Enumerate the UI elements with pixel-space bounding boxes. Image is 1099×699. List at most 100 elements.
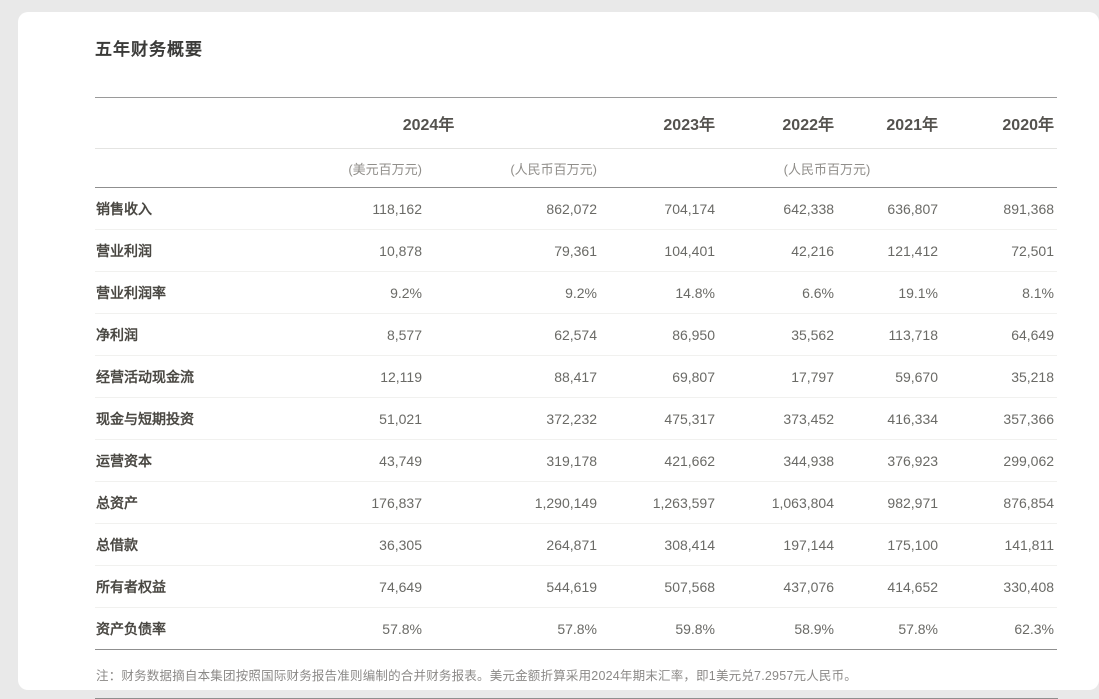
row-value: 507,568 (600, 566, 718, 608)
row-label: 现金与短期投资 (95, 398, 260, 440)
row-value: 59,670 (837, 356, 941, 398)
row-label: 所有者权益 (95, 566, 260, 608)
row-label: 净利润 (95, 314, 260, 356)
year-header: 2021年 (837, 98, 941, 149)
row-value: 373,452 (718, 398, 837, 440)
row-value: 1,063,804 (718, 482, 837, 524)
row-value: 79,361 (425, 230, 600, 272)
row-value: 357,366 (941, 398, 1057, 440)
row-value: 62,574 (425, 314, 600, 356)
row-value: 264,871 (425, 524, 600, 566)
row-value: 104,401 (600, 230, 718, 272)
row-value: 72,501 (941, 230, 1057, 272)
row-value: 416,334 (837, 398, 941, 440)
row-value: 43,749 (260, 440, 425, 482)
row-label: 运营资本 (95, 440, 260, 482)
row-value: 35,562 (718, 314, 837, 356)
row-value: 344,938 (718, 440, 837, 482)
row-value: 74,649 (260, 566, 425, 608)
row-value: 544,619 (425, 566, 600, 608)
row-value: 12,119 (260, 356, 425, 398)
row-value: 9.2% (425, 272, 600, 314)
row-value: 891,368 (941, 188, 1057, 230)
footnote: 注：财务数据摘自本集团按照国际财务报告准则编制的合并财务报表。美元金额折算采用2… (95, 650, 1058, 699)
row-value: 372,232 (425, 398, 600, 440)
row-value: 57.8% (837, 608, 941, 650)
row-value: 982,971 (837, 482, 941, 524)
page-title: 五年财务概要 (95, 38, 1061, 62)
row-value: 6.6% (718, 272, 837, 314)
row-label: 营业利润 (95, 230, 260, 272)
row-value: 35,218 (941, 356, 1057, 398)
row-value: 36,305 (260, 524, 425, 566)
row-value: 197,144 (718, 524, 837, 566)
row-value: 121,412 (837, 230, 941, 272)
row-value: 176,837 (260, 482, 425, 524)
unit-header: (人民币百万元) (600, 149, 1057, 188)
row-value: 9.2% (260, 272, 425, 314)
row-value: 437,076 (718, 566, 837, 608)
row-value: 1,263,597 (600, 482, 718, 524)
row-value: 62.3% (941, 608, 1057, 650)
row-value: 636,807 (837, 188, 941, 230)
row-value: 421,662 (600, 440, 718, 482)
row-label: 营业利润率 (95, 272, 260, 314)
row-value: 10,878 (260, 230, 425, 272)
row-value: 42,216 (718, 230, 837, 272)
year-header: 2024年 (260, 98, 600, 149)
row-label: 总资产 (95, 482, 260, 524)
row-value: 319,178 (425, 440, 600, 482)
row-value: 58.9% (718, 608, 837, 650)
row-value: 88,417 (425, 356, 600, 398)
year-header: 2020年 (941, 98, 1057, 149)
row-value: 704,174 (600, 188, 718, 230)
row-value: 8.1% (941, 272, 1057, 314)
row-value: 118,162 (260, 188, 425, 230)
row-value: 414,652 (837, 566, 941, 608)
row-value: 299,062 (941, 440, 1057, 482)
row-value: 175,100 (837, 524, 941, 566)
row-value: 862,072 (425, 188, 600, 230)
row-label: 销售收入 (95, 188, 260, 230)
row-label: 经营活动现金流 (95, 356, 260, 398)
row-value: 1,290,149 (425, 482, 600, 524)
row-value: 57.8% (260, 608, 425, 650)
row-value: 17,797 (718, 356, 837, 398)
row-value: 876,854 (941, 482, 1057, 524)
row-label: 资产负债率 (95, 608, 260, 650)
row-value: 14.8% (600, 272, 718, 314)
unit-header: (人民币百万元) (425, 149, 600, 188)
row-value: 475,317 (600, 398, 718, 440)
unit-header: (美元百万元) (260, 149, 425, 188)
corner-cell (95, 98, 260, 149)
corner-cell (95, 149, 260, 188)
row-value: 376,923 (837, 440, 941, 482)
row-value: 19.1% (837, 272, 941, 314)
row-value: 57.8% (425, 608, 600, 650)
row-value: 141,811 (941, 524, 1057, 566)
row-value: 69,807 (600, 356, 718, 398)
year-header: 2022年 (718, 98, 837, 149)
row-value: 642,338 (718, 188, 837, 230)
row-value: 330,408 (941, 566, 1057, 608)
row-label: 总借款 (95, 524, 260, 566)
row-value: 64,649 (941, 314, 1057, 356)
unit-header-row: (美元百万元)(人民币百万元)(人民币百万元) (95, 149, 1057, 188)
row-value: 308,414 (600, 524, 718, 566)
